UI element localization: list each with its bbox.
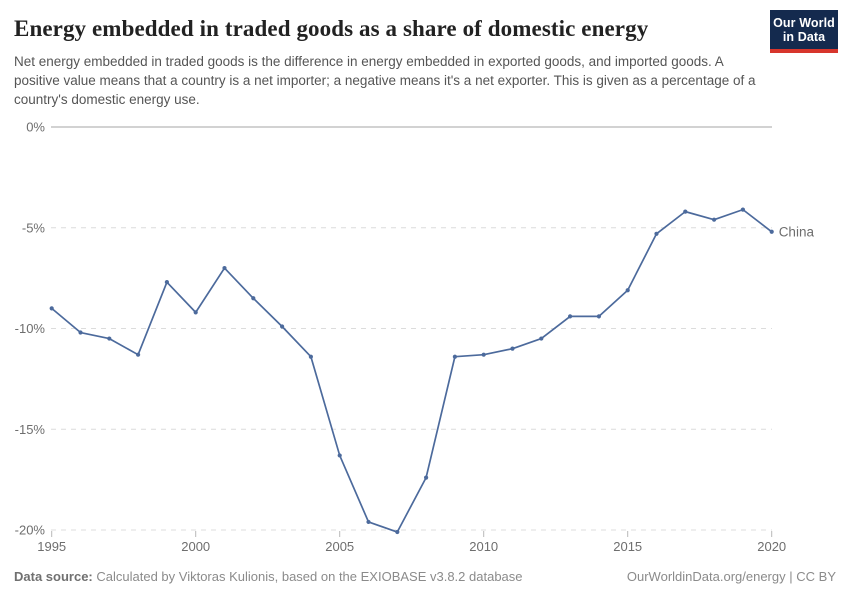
data-source-note: Data source: Calculated by Viktoras Kuli… [14, 569, 523, 585]
footer-right: OurWorldinData.org/energy | CC BY [627, 569, 836, 585]
data-point[interactable] [107, 336, 112, 341]
x-tick-label: 2010 [469, 539, 498, 554]
chart-footer: Data source: Calculated by Viktoras Kuli… [14, 569, 836, 585]
y-tick-label: -20% [15, 523, 46, 538]
x-tick-label: 1995 [37, 539, 66, 554]
owid-logo-line2: in Data [782, 29, 826, 44]
x-tick-label: 2020 [757, 539, 786, 554]
data-point[interactable] [683, 209, 688, 214]
data-point[interactable] [654, 231, 659, 236]
data-point[interactable] [712, 217, 717, 222]
data-point[interactable] [740, 207, 746, 212]
chart-subtitle: Net energy embedded in traded goods is t… [14, 54, 756, 108]
owid-logo-box: Our World in Data [770, 10, 838, 49]
data-point[interactable] [769, 229, 774, 234]
data-point[interactable] [49, 306, 54, 311]
y-tick-label: -10% [15, 321, 46, 336]
footer-separator: | [789, 569, 793, 584]
data-point[interactable] [424, 475, 429, 480]
owid-logo-stripe [770, 49, 838, 53]
data-point[interactable] [78, 330, 83, 335]
x-tick-label: 2000 [181, 539, 210, 554]
x-tick-label: 2005 [325, 539, 354, 554]
data-point[interactable] [596, 314, 602, 319]
data-point[interactable] [625, 288, 630, 293]
y-tick-label: 0% [26, 120, 45, 135]
data-line[interactable] [50, 208, 773, 533]
data-point[interactable] [366, 519, 371, 525]
data-source-text: Calculated by Viktoras Kulionis, based o… [96, 569, 523, 584]
data-point[interactable] [164, 280, 169, 285]
data-point[interactable] [481, 352, 486, 357]
data-point[interactable] [510, 346, 515, 351]
data-point[interactable] [452, 354, 457, 359]
series-label-china[interactable]: China [779, 224, 815, 239]
data-point[interactable] [395, 529, 400, 535]
data-source-label: Data source: [14, 569, 93, 584]
owid-logo-line1: Our World [773, 15, 835, 30]
data-point[interactable] [251, 296, 256, 301]
data-point[interactable] [193, 310, 198, 315]
data-point[interactable] [539, 336, 544, 341]
data-point[interactable] [222, 265, 227, 271]
owid-url-link[interactable]: OurWorldinData.org/energy [626, 569, 786, 584]
license-link[interactable]: CC BY [796, 569, 836, 584]
data-point[interactable] [568, 314, 573, 319]
chart-title[interactable]: Energy embedded in traded goods as a sha… [14, 16, 649, 41]
data-point[interactable] [337, 453, 342, 458]
data-point[interactable] [308, 354, 313, 359]
y-tick-label: -5% [22, 220, 46, 235]
data-point[interactable] [280, 324, 285, 329]
x-tick-label: 2015 [613, 539, 642, 554]
owid-logo[interactable]: Our World in Data [770, 10, 838, 53]
y-tick-label: -15% [15, 422, 46, 437]
data-point[interactable] [136, 352, 141, 357]
